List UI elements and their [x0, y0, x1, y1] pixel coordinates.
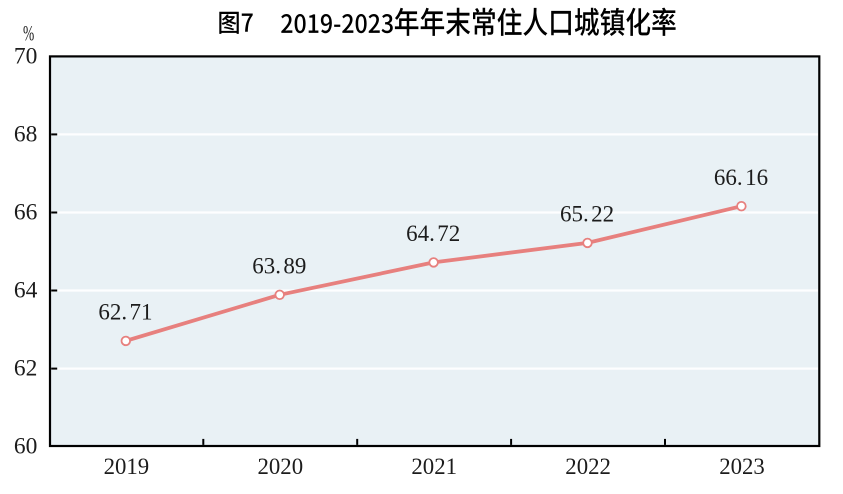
svg-text:2022: 2022: [565, 454, 611, 479]
svg-text:70: 70: [14, 44, 38, 70]
svg-text:2020: 2020: [258, 454, 304, 479]
svg-text:68: 68: [14, 122, 38, 148]
svg-text:64.72: 64. 72: [406, 221, 460, 246]
svg-text:2021: 2021: [411, 454, 457, 479]
svg-text:2023: 2023: [719, 454, 765, 479]
svg-text:60: 60: [14, 434, 38, 460]
svg-text:63.89: 63. 89: [252, 254, 306, 279]
svg-text:64: 64: [14, 278, 38, 304]
svg-text:2019: 2019: [104, 454, 150, 479]
svg-text:62: 62: [14, 356, 38, 382]
svg-text:65.22: 65. 22: [560, 202, 614, 227]
svg-text:66: 66: [14, 200, 38, 226]
svg-text:62.71: 62. 71: [98, 300, 152, 325]
svg-text:%: %: [23, 21, 34, 46]
svg-text:66.16: 66. 16: [714, 165, 768, 190]
